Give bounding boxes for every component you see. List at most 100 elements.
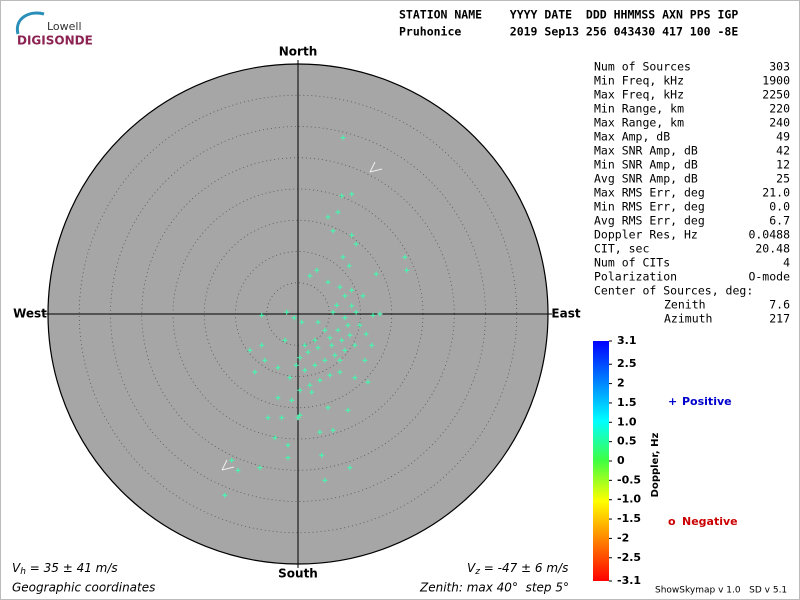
stat-label: Min Freq, kHz xyxy=(594,74,684,88)
source-point xyxy=(252,369,258,375)
source-point xyxy=(334,302,340,308)
source-point xyxy=(325,405,331,411)
source-point xyxy=(247,347,253,353)
source-point xyxy=(259,312,265,318)
velocity: Vz = -47 ± 6 m/s xyxy=(467,561,568,577)
stat-value: 220 xyxy=(769,102,790,116)
source-point xyxy=(257,465,263,471)
colorbar-tick-label: 3.1 xyxy=(617,334,637,347)
stat-value: 20.48 xyxy=(755,242,790,256)
source-point xyxy=(287,375,293,381)
source-point xyxy=(235,467,241,473)
header-values: Pruhonice 2019 Sep13 256 043430 417 100 … xyxy=(399,25,738,39)
velocity-sub: h xyxy=(20,567,26,577)
source-point xyxy=(335,327,341,333)
source-point xyxy=(340,254,346,260)
source-point xyxy=(339,193,345,199)
stat-label: Num of CITs xyxy=(594,256,670,270)
stat-label: Avg SNR Amp, dB xyxy=(594,172,698,186)
velocity-text: = 35 ± 41 m/s xyxy=(26,561,118,575)
center-value: 217 xyxy=(769,312,790,326)
source-point xyxy=(315,319,321,325)
source-point xyxy=(342,293,348,299)
velocity-symbol: V xyxy=(467,561,476,575)
source-point xyxy=(329,342,335,348)
direction-label: North xyxy=(279,45,317,59)
source-point xyxy=(322,477,328,483)
source-point xyxy=(325,214,331,220)
source-point xyxy=(346,263,352,269)
source-point xyxy=(285,455,291,461)
stat-label: Doppler Res, Hz xyxy=(594,228,698,242)
stat-label: Max Amp, dB xyxy=(594,130,670,144)
source-point xyxy=(349,191,355,197)
source-point xyxy=(370,312,376,318)
source-point xyxy=(302,342,308,348)
plot: North South West East xyxy=(13,45,581,581)
stat-label: Polarization xyxy=(594,270,677,284)
source-point xyxy=(345,322,351,328)
source-point xyxy=(297,387,303,393)
source-point xyxy=(342,347,348,353)
logo-top: Lowell xyxy=(47,20,82,33)
stat-value: O-mode xyxy=(748,270,790,284)
velocity-sub: z xyxy=(474,567,480,577)
source-point xyxy=(284,309,290,315)
colorbar-tick-label: -1.5 xyxy=(617,512,641,525)
source-point xyxy=(272,435,278,441)
logo-bottom: DIGISONDE xyxy=(17,34,93,48)
colorbar-tick-label: -1.0 xyxy=(617,493,641,506)
stat-value: 4 xyxy=(783,256,790,270)
source-point xyxy=(265,415,271,421)
source-point xyxy=(307,273,313,279)
source-point xyxy=(275,395,281,401)
stat-value: 21.0 xyxy=(762,186,790,200)
header-columns: STATION NAME YYYY DATE DDD HHMMSS AXN PP… xyxy=(399,8,738,22)
colorbar-tick-label: 0 xyxy=(617,454,625,467)
source-point xyxy=(289,397,295,403)
wind-chevron xyxy=(369,161,383,173)
source-point xyxy=(404,267,410,273)
stat-label: Avg RMS Err, deg xyxy=(594,214,705,228)
source-point xyxy=(330,228,336,234)
source-point xyxy=(330,427,336,433)
source-point xyxy=(327,335,333,341)
center-label: Azimuth xyxy=(664,312,712,326)
legend-name: Negative xyxy=(682,515,738,528)
source-point xyxy=(330,309,336,315)
source-point xyxy=(312,337,318,343)
center-title: Center of Sources, deg: xyxy=(594,284,753,298)
stat-value: 1900 xyxy=(762,74,790,88)
source-point xyxy=(373,271,379,277)
stat-value: 240 xyxy=(769,116,790,130)
colorbar-tick-label: -2 xyxy=(617,531,629,544)
source-point xyxy=(314,267,320,273)
colorbar-tick-label: 1.0 xyxy=(617,415,637,428)
legend-symbol: o xyxy=(668,515,676,528)
source-point xyxy=(307,382,313,388)
source-point xyxy=(337,357,343,363)
velocity-text: = -47 ± 6 m/s xyxy=(480,561,568,575)
source-point xyxy=(360,293,366,299)
source-point xyxy=(362,357,368,363)
colorbar-tick-label: -0.5 xyxy=(617,473,641,486)
source-point xyxy=(259,342,265,348)
stat-value: 6.7 xyxy=(769,214,790,228)
colorbar-tick-label: -3.1 xyxy=(617,574,641,587)
source-point xyxy=(339,337,345,343)
stat-label: CIT, sec xyxy=(594,242,649,256)
colorbar-label: Doppler, Hz xyxy=(650,433,661,498)
source-point xyxy=(377,311,383,317)
velocity-symbol: V xyxy=(12,561,21,575)
source-point xyxy=(363,331,369,337)
colorbar-tick-label: 2 xyxy=(617,377,625,390)
source-point xyxy=(317,429,323,435)
source-point xyxy=(337,369,343,375)
source-point xyxy=(302,367,308,373)
source-point xyxy=(312,362,318,368)
source-point xyxy=(279,415,285,421)
source-point xyxy=(345,407,351,413)
source-point xyxy=(299,319,305,325)
source-point xyxy=(353,309,359,315)
